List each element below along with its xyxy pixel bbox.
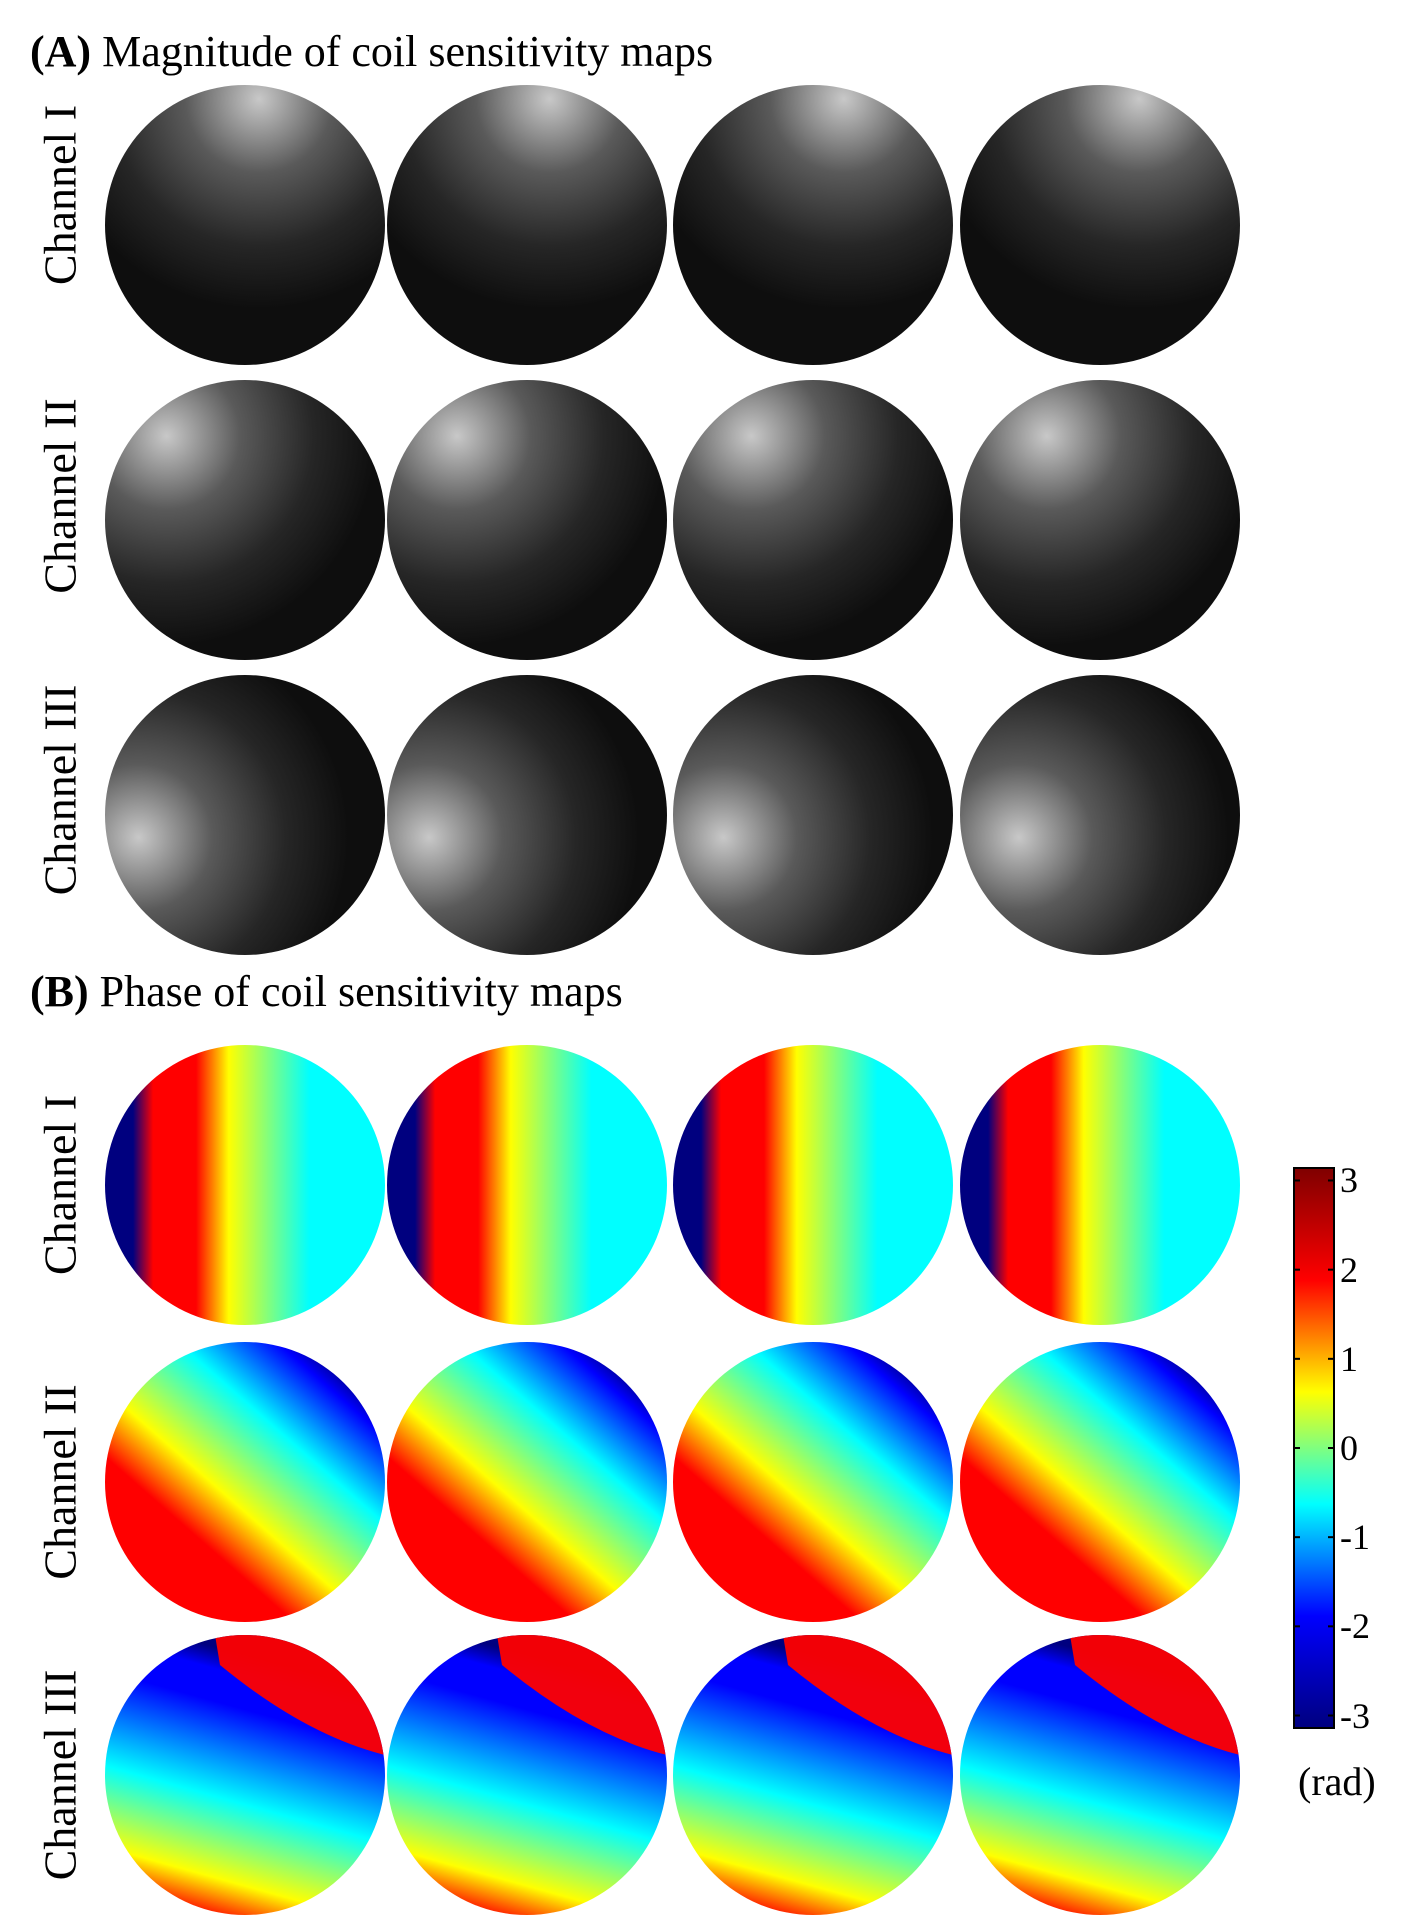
- section-b-letter: (B): [30, 967, 89, 1016]
- magnitude-map-channel-2-col-2: [387, 380, 667, 660]
- section-b-title: (B) Phase of coil sensitivity maps: [30, 970, 623, 1014]
- phase-map-channel-2-col-3: [673, 1342, 953, 1622]
- colorbar-unit-label: (rad): [1298, 1759, 1376, 1804]
- colorbar-gradient: [1293, 1167, 1335, 1729]
- section-a-text: Magnitude of coil sensitivity maps: [102, 27, 714, 76]
- phase-map-channel-1-col-4: [960, 1045, 1240, 1325]
- colorbar-tick-label: -1: [1340, 1517, 1370, 1558]
- colorbar-tick-label: -2: [1340, 1606, 1370, 1647]
- phase-map-channel-2-col-1: [105, 1342, 385, 1622]
- phase-map-channel-3-col-1: [105, 1635, 385, 1915]
- colorbar-tick-label: -3: [1340, 1695, 1370, 1736]
- magnitude-map-channel-3-col-4: [960, 675, 1240, 955]
- section-a-letter: (A): [30, 27, 92, 76]
- colorbar-tick-label: 1: [1340, 1338, 1358, 1379]
- phase-map-channel-3-col-3: [673, 1635, 953, 1915]
- magnitude-map-channel-2-col-1: [105, 380, 385, 660]
- magnitude-map-channel-3-col-2: [387, 675, 667, 955]
- phase-map-channel-2-col-4: [960, 1342, 1240, 1622]
- phase-maps-grid: [105, 1045, 1240, 1915]
- colorbar-tick-label: 2: [1340, 1249, 1358, 1290]
- magnitude-map-channel-3-col-3: [673, 675, 953, 955]
- phase-map-channel-1-col-2: [387, 1045, 667, 1325]
- magnitude-map-channel-3-col-1: [105, 675, 385, 955]
- magnitude-map-channel-1-col-1: [105, 85, 385, 365]
- phase-map-channel-1-col-3: [673, 1045, 953, 1325]
- magnitude-map-channel-2-col-4: [960, 380, 1240, 660]
- magnitude-maps-grid: [105, 85, 1240, 955]
- phase-map-channel-3-col-2: [387, 1635, 667, 1915]
- phase-map-channel-1-col-1: [105, 1045, 385, 1325]
- section-b-text: Phase of coil sensitivity maps: [99, 967, 623, 1016]
- magnitude-map-channel-2-col-3: [673, 380, 953, 660]
- section-a-title: (A) Magnitude of coil sensitivity maps: [30, 30, 713, 74]
- phase-map-channel-2-col-2: [387, 1342, 667, 1622]
- phase-map-channel-3-col-4: [960, 1635, 1240, 1915]
- magnitude-map-channel-1-col-3: [673, 85, 953, 365]
- phase-colorbar: [1293, 1167, 1335, 1729]
- colorbar-tick-label: 3: [1340, 1160, 1358, 1201]
- magnitude-map-channel-1-col-4: [960, 85, 1240, 365]
- colorbar-tick-label: 0: [1340, 1428, 1358, 1468]
- magnitude-map-channel-1-col-2: [387, 85, 667, 365]
